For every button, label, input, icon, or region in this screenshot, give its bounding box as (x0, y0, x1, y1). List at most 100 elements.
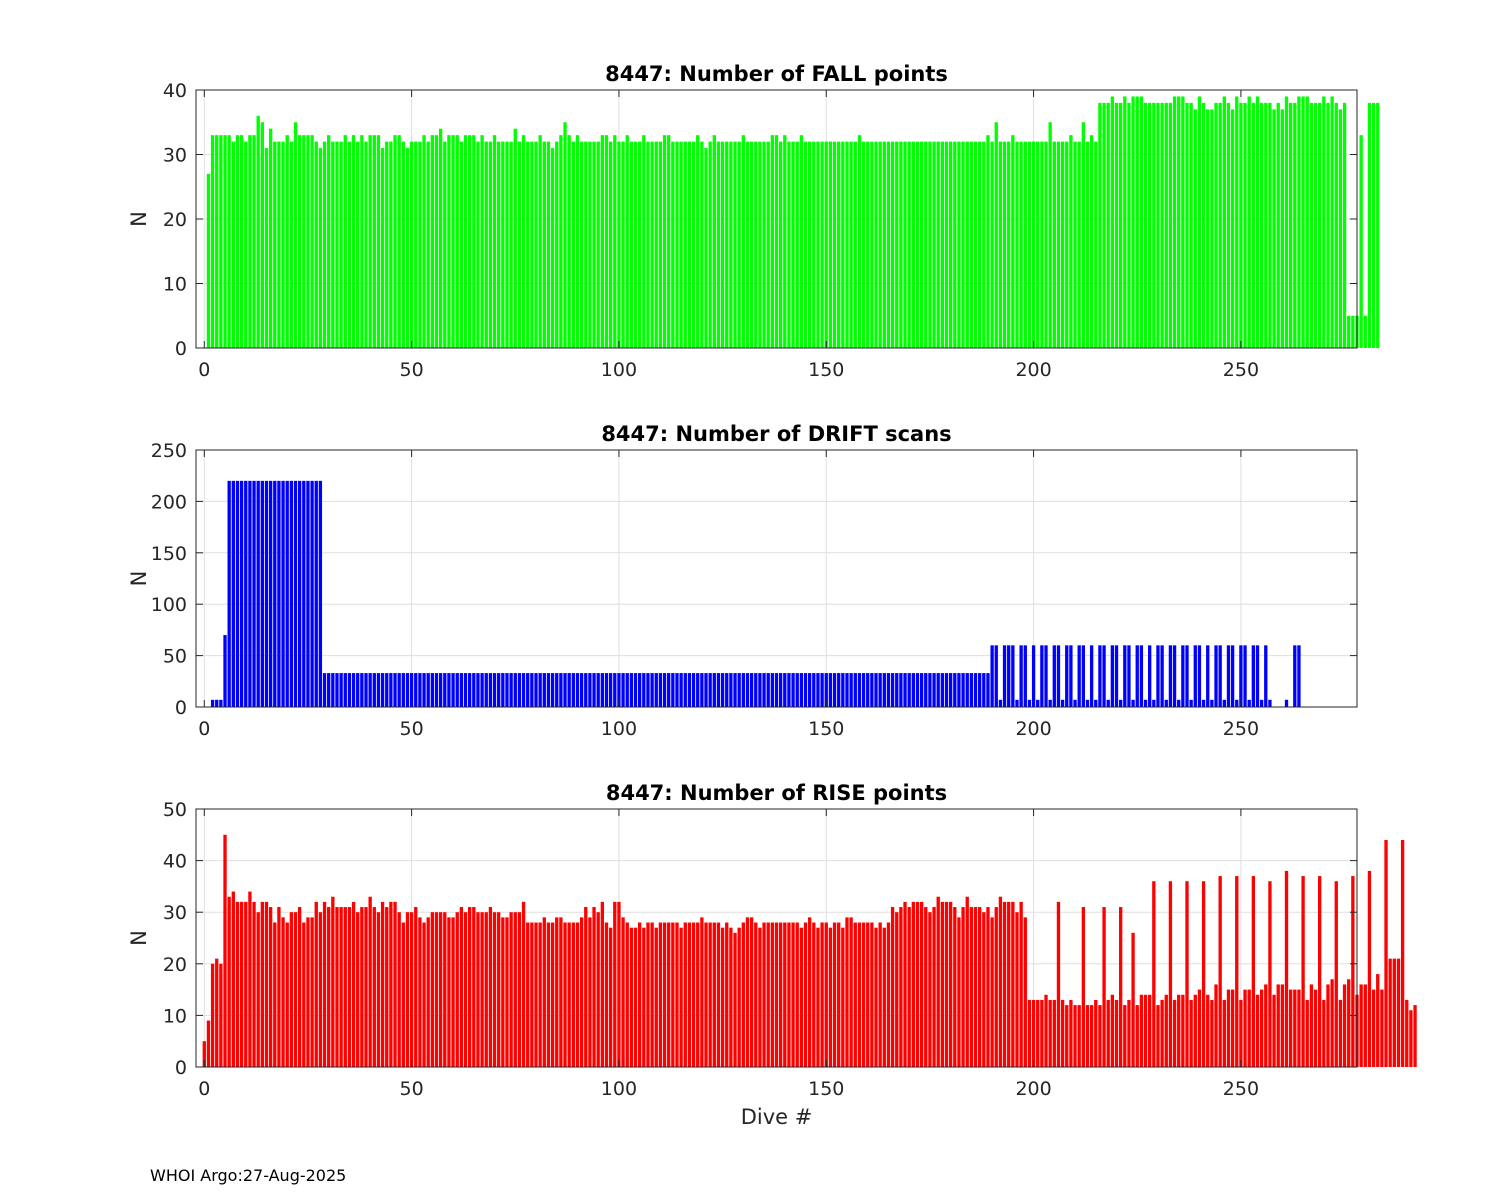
bar (650, 141, 654, 348)
bar (1152, 881, 1156, 1067)
bar (704, 148, 708, 348)
bar (1201, 699, 1206, 707)
bar (1359, 135, 1363, 348)
bar (1218, 102, 1222, 349)
bar (206, 1020, 211, 1067)
bar (982, 141, 986, 348)
bar (273, 141, 277, 348)
bar (434, 912, 439, 1067)
bar (936, 896, 940, 1067)
bar (356, 673, 360, 707)
bar (778, 673, 783, 707)
x-tick-label: 0 (198, 1078, 210, 1100)
bar (451, 135, 455, 348)
bar (215, 958, 219, 1067)
bar (749, 917, 754, 1067)
bar (708, 922, 712, 1067)
bar (1085, 699, 1090, 707)
bar (870, 673, 874, 707)
bar (1060, 699, 1065, 707)
bar (1297, 989, 1301, 1067)
bar (1048, 999, 1052, 1067)
bar (438, 128, 443, 348)
bar (683, 673, 687, 707)
bar (322, 901, 327, 1067)
bar (1065, 141, 1069, 348)
bar (1143, 102, 1148, 349)
bar (787, 141, 791, 348)
bar (401, 673, 405, 707)
bar (1185, 102, 1189, 349)
bar (621, 917, 625, 1067)
bar (451, 673, 455, 707)
bar (1036, 141, 1040, 348)
bar (936, 673, 940, 707)
bar (1338, 109, 1343, 348)
bar (915, 901, 920, 1067)
bar (1135, 645, 1139, 707)
bar (1284, 96, 1289, 348)
bar (372, 673, 376, 707)
bar (505, 917, 509, 1067)
bar (455, 673, 459, 707)
bar (513, 673, 517, 707)
bar (812, 673, 816, 707)
bar (426, 917, 430, 1067)
bar (1056, 141, 1061, 348)
bar (302, 480, 306, 707)
bar (298, 135, 302, 348)
bar (401, 141, 405, 348)
bar (281, 480, 285, 707)
bar (770, 135, 775, 348)
bar (480, 673, 484, 707)
bar (476, 912, 480, 1067)
bar (1206, 109, 1210, 348)
bar (364, 673, 368, 707)
bar (990, 141, 994, 348)
bar (1326, 102, 1330, 349)
bar (1251, 645, 1255, 707)
bar (492, 912, 497, 1067)
bar (774, 922, 779, 1067)
bar (849, 141, 853, 348)
bar (642, 673, 646, 707)
bar (774, 135, 779, 348)
bar (957, 141, 961, 348)
bar (1031, 645, 1036, 707)
bar (903, 141, 907, 348)
bar (617, 141, 621, 348)
chart-panel-3: 0 50 100 150 200 250 0 10 20 30 40 50 8447: Number o… (127, 781, 1417, 1129)
bar (368, 896, 372, 1067)
bar (828, 927, 833, 1067)
x-tick-label: 100 (601, 359, 637, 381)
bar (969, 673, 974, 707)
bar (418, 673, 422, 707)
bar (754, 673, 758, 707)
bar (911, 901, 915, 1067)
bar (604, 135, 609, 348)
bar (754, 922, 758, 1067)
bar (1289, 102, 1293, 349)
y-tick-label: 50 (163, 799, 187, 821)
bar (671, 673, 675, 707)
bar (244, 141, 248, 348)
bar (534, 141, 538, 348)
bar (716, 922, 721, 1067)
bar (1297, 96, 1301, 348)
bar (306, 917, 310, 1067)
bar (928, 141, 932, 348)
bar (737, 141, 741, 348)
bar (828, 673, 833, 707)
bar (895, 673, 899, 707)
bar (1384, 839, 1388, 1067)
bar (1326, 984, 1330, 1067)
bar (1235, 699, 1239, 707)
bar (783, 135, 787, 348)
bar (422, 135, 426, 348)
bar (953, 907, 957, 1067)
bar (662, 673, 667, 707)
bar (712, 135, 716, 348)
bar (613, 135, 617, 348)
x-tick-label: 150 (808, 718, 844, 740)
